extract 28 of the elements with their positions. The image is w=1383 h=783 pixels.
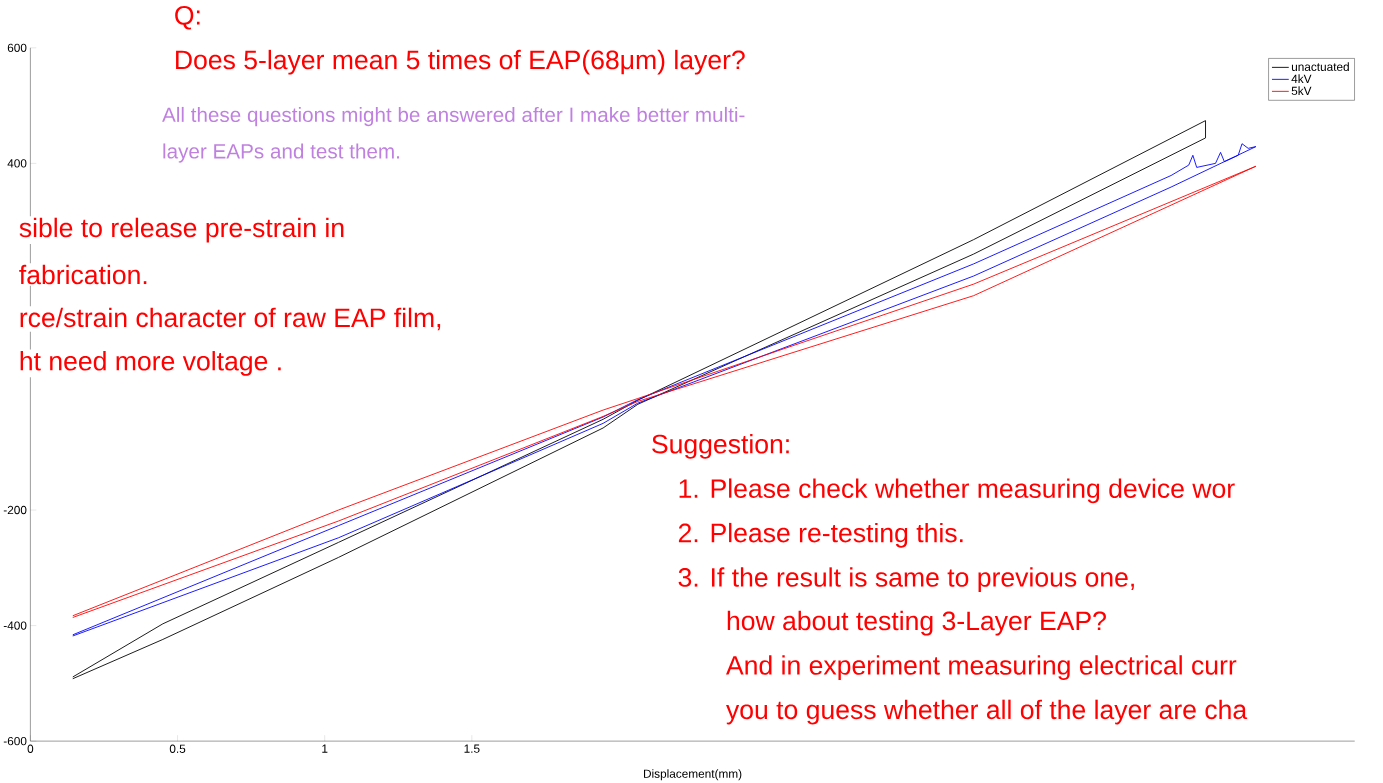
annotation: sible to release pre-strain in bbox=[19, 217, 344, 243]
x-axis-title: Displacement(mm) bbox=[644, 768, 742, 780]
legend-label: unactuated bbox=[1291, 62, 1349, 71]
x-tick-label: 1.5 bbox=[464, 744, 480, 753]
annotation: And in experiment measuring electrical curr bbox=[726, 654, 1237, 680]
annotation: 3. If the result is same to previous one, bbox=[678, 567, 1134, 592]
legend-label: 5kV bbox=[1291, 86, 1312, 95]
annotation: Does 5-layer mean 5 times of EAP(68μm) layer? bbox=[176, 49, 745, 75]
y-tick-label: -400 bbox=[3, 621, 27, 630]
x-tick-label: 1 bbox=[322, 744, 328, 753]
text: Q: bbox=[175, 5, 200, 30]
x-tick-label: 0.5 bbox=[169, 744, 186, 753]
annotation: you to guess whether all of the layer are cha bbox=[726, 699, 1248, 725]
y-tick-label: -200 bbox=[3, 505, 27, 514]
annotation: how about testing 3-Layer EAP? bbox=[727, 610, 1106, 636]
annotation: fabrication. bbox=[19, 264, 147, 285]
y-tick-label: -600 bbox=[3, 736, 27, 746]
annotation: ht need more voltage . bbox=[20, 350, 281, 376]
y-tick-label: 600 bbox=[7, 43, 27, 52]
annotation: rce/strain character of raw EAP film, bbox=[20, 307, 441, 331]
x-tick-label: 0 bbox=[27, 744, 34, 753]
annotation: All these questions might be answered after I make better multi- bbox=[162, 106, 745, 126]
annotation: Suggestion: bbox=[652, 433, 789, 459]
annotation: 1. Please check whether measuring device wor bbox=[679, 478, 1235, 503]
y-tick-label: 400 bbox=[7, 158, 27, 168]
annotation: layer EAPs and test them. bbox=[163, 143, 399, 163]
legend-label: 4kV bbox=[1291, 74, 1312, 83]
annotation: 2. Please re-testing this. bbox=[678, 522, 963, 548]
